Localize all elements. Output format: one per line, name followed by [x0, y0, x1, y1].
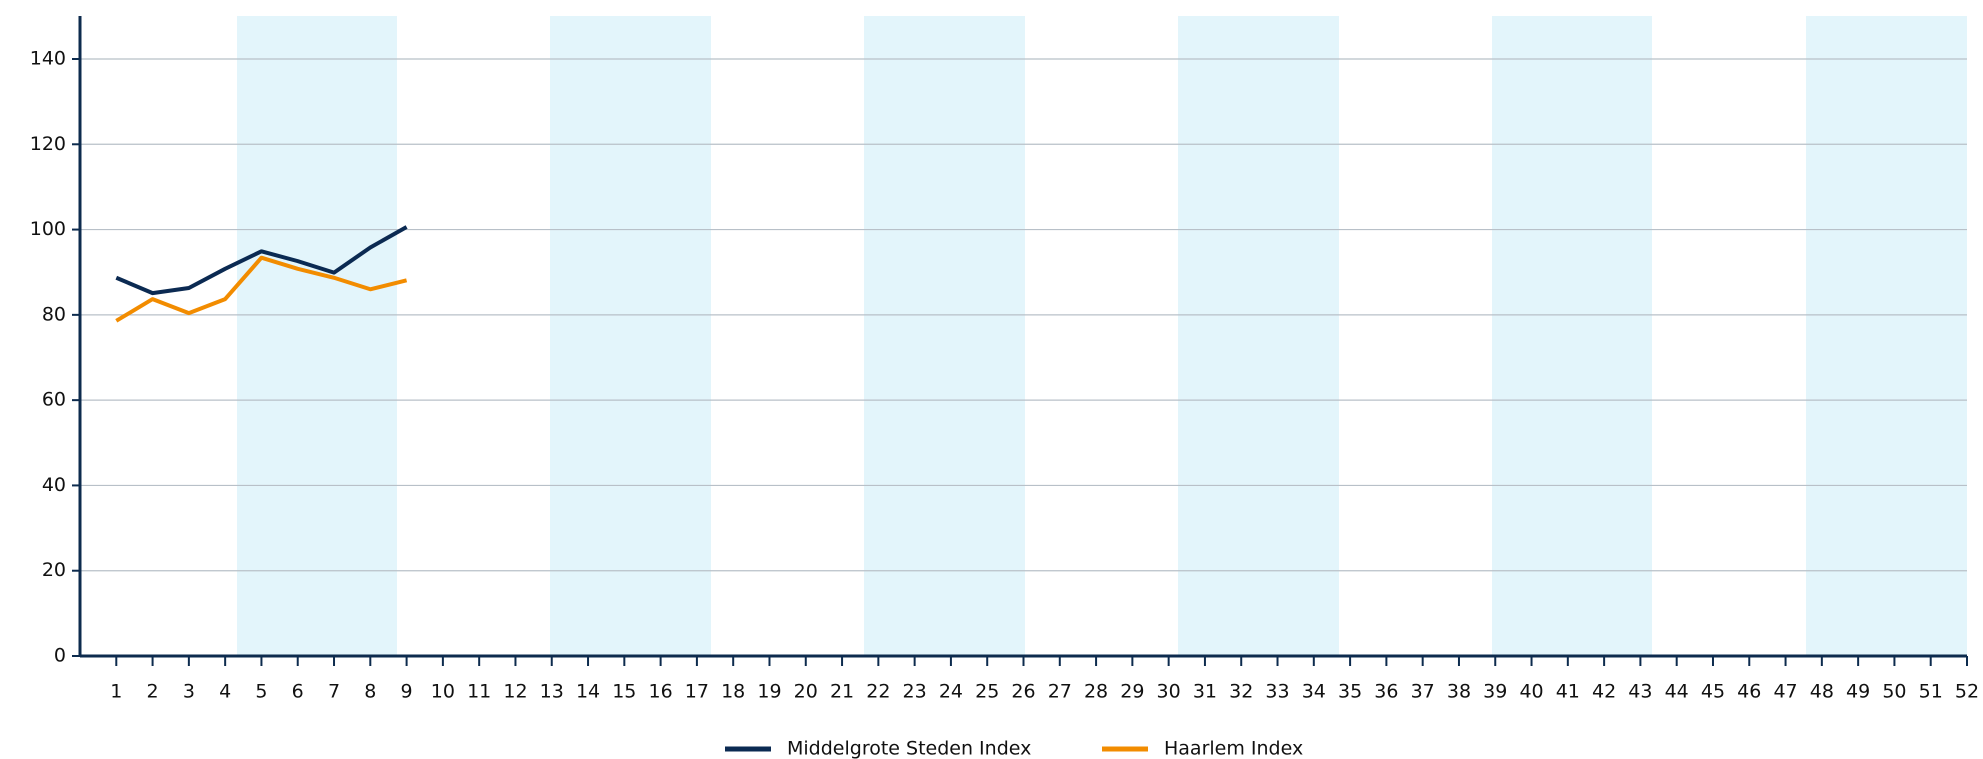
y-tick-label: 20: [42, 559, 66, 581]
y-tick-label: 40: [42, 474, 66, 496]
y-tick-label: 120: [30, 133, 66, 155]
x-tick-label: 22: [866, 681, 890, 703]
shade: [1178, 16, 1339, 656]
series-line: [115, 255, 408, 323]
x-tick-label: 17: [685, 681, 709, 703]
x-tick-label: 19: [757, 681, 781, 703]
x-tick-label: 11: [467, 681, 491, 703]
x-tick-label: 39: [1483, 681, 1507, 703]
x-tick-label: 6: [292, 681, 304, 703]
x-tick-label: 8: [364, 681, 376, 703]
y-tick-label: 0: [54, 645, 66, 667]
y-tick-label: 60: [42, 389, 66, 411]
x-tick-label: 5: [255, 681, 267, 703]
x-tick-label: 29: [1120, 681, 1144, 703]
x-tick-label: 49: [1846, 681, 1870, 703]
x-tick-label: 47: [1773, 681, 1797, 703]
x-tick-label: 35: [1338, 681, 1362, 703]
legend-label: Haarlem Index: [1164, 738, 1303, 759]
x-tick-label: 2: [147, 681, 159, 703]
x-tick-label: 40: [1519, 681, 1543, 703]
x-tick-label: 37: [1411, 681, 1435, 703]
x-tick-label: 27: [1048, 681, 1072, 703]
x-tick-label: 38: [1447, 681, 1471, 703]
x-tick-label: 7: [328, 681, 340, 703]
x-tick-label: 52: [1955, 681, 1979, 703]
x-tick-label: 13: [540, 681, 564, 703]
x-tick-label: 14: [576, 681, 600, 703]
x-tick-label: 20: [794, 681, 818, 703]
x-tick-label: 15: [612, 681, 636, 703]
x-tick-label: 1: [110, 681, 122, 703]
x-tick-label: 21: [830, 681, 854, 703]
x-tick-label: 4: [219, 681, 231, 703]
x-tick-label: 48: [1810, 681, 1834, 703]
x-tick-label: 34: [1302, 681, 1326, 703]
shade: [864, 16, 1025, 656]
y-tick-label: 80: [42, 303, 66, 325]
x-tick-label: 10: [431, 681, 455, 703]
x-tick-label: 26: [1011, 681, 1035, 703]
x-tick-label: 41: [1556, 681, 1580, 703]
x-tick-label: 23: [903, 681, 927, 703]
x-tick-label: 24: [939, 681, 963, 703]
x-tick-label: 46: [1737, 681, 1761, 703]
series-line: [115, 225, 408, 296]
x-tick-label: 18: [721, 681, 745, 703]
y-tick-label: 140: [30, 48, 66, 70]
x-tick-label: 44: [1665, 681, 1689, 703]
x-tick-label: 12: [503, 681, 527, 703]
x-tick-label: 51: [1919, 681, 1943, 703]
x-tick-label: 36: [1374, 681, 1398, 703]
x-tick-label: 9: [401, 681, 413, 703]
shade: [550, 16, 711, 656]
x-tick-label: 16: [649, 681, 673, 703]
x-tick-label: 30: [1157, 681, 1181, 703]
legend-label: Middelgrote Steden Index: [787, 738, 1031, 759]
x-tick-label: 28: [1084, 681, 1108, 703]
x-tick-label: 42: [1592, 681, 1616, 703]
x-tick-label: 33: [1265, 681, 1289, 703]
shaded-periods: [237, 16, 1967, 656]
x-tick-label: 45: [1701, 681, 1725, 703]
x-tick-label: 3: [183, 681, 195, 703]
x-tick-label: 31: [1193, 681, 1217, 703]
y-tick-label: 100: [30, 218, 66, 240]
x-tick-label: 43: [1628, 681, 1652, 703]
x-tick-label: 25: [975, 681, 999, 703]
shade: [1492, 16, 1652, 656]
shade: [237, 16, 397, 656]
shade: [1806, 16, 1967, 656]
x-tick-label: 50: [1882, 681, 1906, 703]
x-tick-label: 32: [1229, 681, 1253, 703]
